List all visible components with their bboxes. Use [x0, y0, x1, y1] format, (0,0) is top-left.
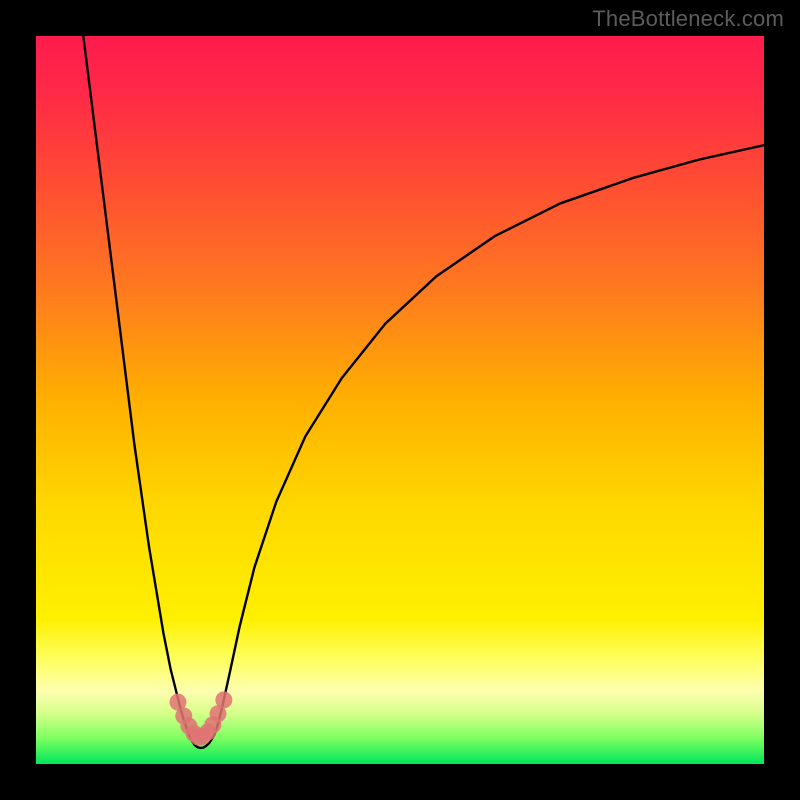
chart-stage: TheBottleneck.com	[0, 0, 800, 800]
watermark-label: TheBottleneck.com	[592, 6, 784, 32]
bottleneck-curve-chart	[0, 0, 800, 800]
